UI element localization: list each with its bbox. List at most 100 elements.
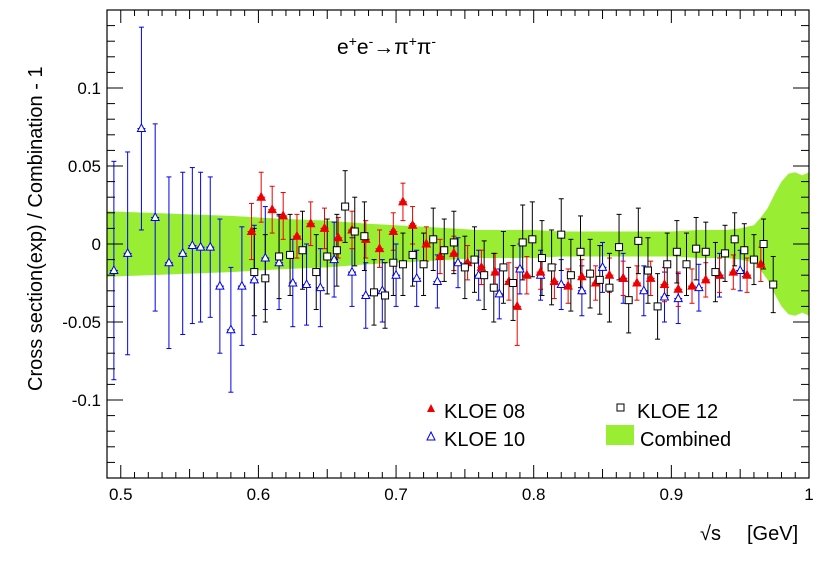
point-kloe12 xyxy=(721,249,730,258)
point-kloe10 xyxy=(391,269,401,279)
point-kloe08 xyxy=(549,275,560,285)
point-kloe12 xyxy=(692,244,701,253)
point-kloe12 xyxy=(749,255,758,264)
point-kloe12 xyxy=(769,280,778,289)
point-kloe12 xyxy=(250,268,259,277)
legend-label-kloe12: KLOE 12 xyxy=(637,401,718,423)
point-kloe10 xyxy=(187,239,198,250)
point-kloe10 xyxy=(287,277,298,287)
point-kloe12 xyxy=(341,202,350,211)
point-kloe12 xyxy=(312,268,321,277)
point-kloe10 xyxy=(260,252,271,262)
point-kloe12 xyxy=(509,279,518,287)
point-kloe10 xyxy=(329,254,339,264)
point-kloe12 xyxy=(332,246,341,255)
point-kloe08 xyxy=(256,191,266,201)
legend: KLOE 08 KLOE 12 KLOE 10 Combined xyxy=(426,401,731,451)
point-kloe12 xyxy=(595,275,604,284)
point-kloe08 xyxy=(476,261,487,271)
point-kloe10 xyxy=(360,289,371,299)
point-kloe08 xyxy=(673,283,684,293)
point-kloe12 xyxy=(323,252,332,261)
legend-marker-kloe12 xyxy=(616,403,625,412)
point-kloe12 xyxy=(528,235,537,244)
point-kloe10 xyxy=(494,288,505,298)
point-kloe08 xyxy=(659,278,670,289)
point-kloe08 xyxy=(618,272,629,282)
y-tick-label: -0.1 xyxy=(72,391,101,410)
point-kloe10 xyxy=(226,324,236,334)
point-kloe10 xyxy=(237,280,247,290)
point-kloe08 xyxy=(563,280,573,290)
point-kloe12 xyxy=(701,247,710,256)
point-kloe12 xyxy=(711,268,720,277)
point-kloe08 xyxy=(388,225,399,236)
point-kloe10 xyxy=(150,211,161,221)
y-axis-title: Cross section(exp) / Combination - 1 xyxy=(25,66,47,391)
point-kloe12 xyxy=(624,296,633,305)
point-kloe12 xyxy=(389,258,398,267)
point-kloe08 xyxy=(490,266,500,276)
point-kloe12 xyxy=(489,283,498,292)
point-kloe12 xyxy=(537,254,546,263)
point-kloe12 xyxy=(557,230,566,239)
point-kloe10 xyxy=(694,282,704,292)
point-kloe08 xyxy=(374,243,385,253)
point-kloe08 xyxy=(278,210,289,220)
point-kloe10 xyxy=(274,257,284,267)
legend-label-kloe10: KLOE 10 xyxy=(444,429,525,451)
point-kloe10 xyxy=(301,278,312,289)
point-kloe10 xyxy=(453,257,463,267)
point-kloe12 xyxy=(634,236,643,245)
point-kloe08 xyxy=(577,271,587,281)
point-kloe10 xyxy=(597,261,608,271)
point-kloe10 xyxy=(673,293,684,303)
point-kloe12 xyxy=(547,263,556,272)
legend-item-kloe10: KLOE 10 xyxy=(426,429,525,451)
point-kloe12 xyxy=(470,255,479,264)
point-kloe08 xyxy=(645,272,656,282)
y-tick-label: 0 xyxy=(92,235,101,254)
point-kloe08 xyxy=(728,266,739,276)
legend-item-kloe12: KLOE 12 xyxy=(616,401,718,423)
point-kloe12 xyxy=(429,235,438,244)
legend-item-kloe08: KLOE 08 xyxy=(427,401,525,423)
point-kloe10 xyxy=(638,285,649,295)
point-kloe12 xyxy=(663,260,672,269)
point-kloe12 xyxy=(518,238,527,247)
x-tick-label: 0.6 xyxy=(247,485,271,504)
point-kloe12 xyxy=(298,246,307,255)
point-kloe10 xyxy=(177,247,188,257)
point-kloe12 xyxy=(480,271,489,280)
point-kloe12 xyxy=(419,260,428,269)
point-kloe08 xyxy=(687,280,697,290)
point-kloe08 xyxy=(319,222,330,232)
point-kloe12 xyxy=(576,247,585,256)
point-kloe08 xyxy=(246,225,257,236)
point-kloe08 xyxy=(521,269,532,279)
point-kloe10 xyxy=(556,278,567,289)
point-kloe10 xyxy=(432,275,443,285)
point-kloe08 xyxy=(742,269,752,279)
point-kloe12 xyxy=(605,283,614,292)
legend-label-combined: Combined xyxy=(640,429,731,451)
data-markers xyxy=(109,122,778,334)
point-kloe12 xyxy=(566,271,575,280)
point-kloe12 xyxy=(275,252,284,261)
point-kloe12 xyxy=(643,266,652,275)
y-tick-label: 0.1 xyxy=(77,79,101,98)
point-kloe08 xyxy=(449,247,459,257)
point-kloe08 xyxy=(407,219,418,229)
point-kloe12 xyxy=(730,235,739,244)
point-kloe10 xyxy=(347,266,357,276)
x-axis-sqrt-label: √s xyxy=(700,523,721,545)
point-kloe08 xyxy=(755,258,766,268)
point-kloe10 xyxy=(411,272,422,282)
x-axis: 0.5 0.6 0.7 0.8 0.9 1 xyxy=(106,10,814,504)
x-axis-unit-label: [GeV] xyxy=(747,523,798,545)
point-kloe10 xyxy=(249,274,260,284)
point-kloe08 xyxy=(700,274,711,284)
point-kloe12 xyxy=(360,232,369,241)
point-kloe08 xyxy=(512,300,523,310)
